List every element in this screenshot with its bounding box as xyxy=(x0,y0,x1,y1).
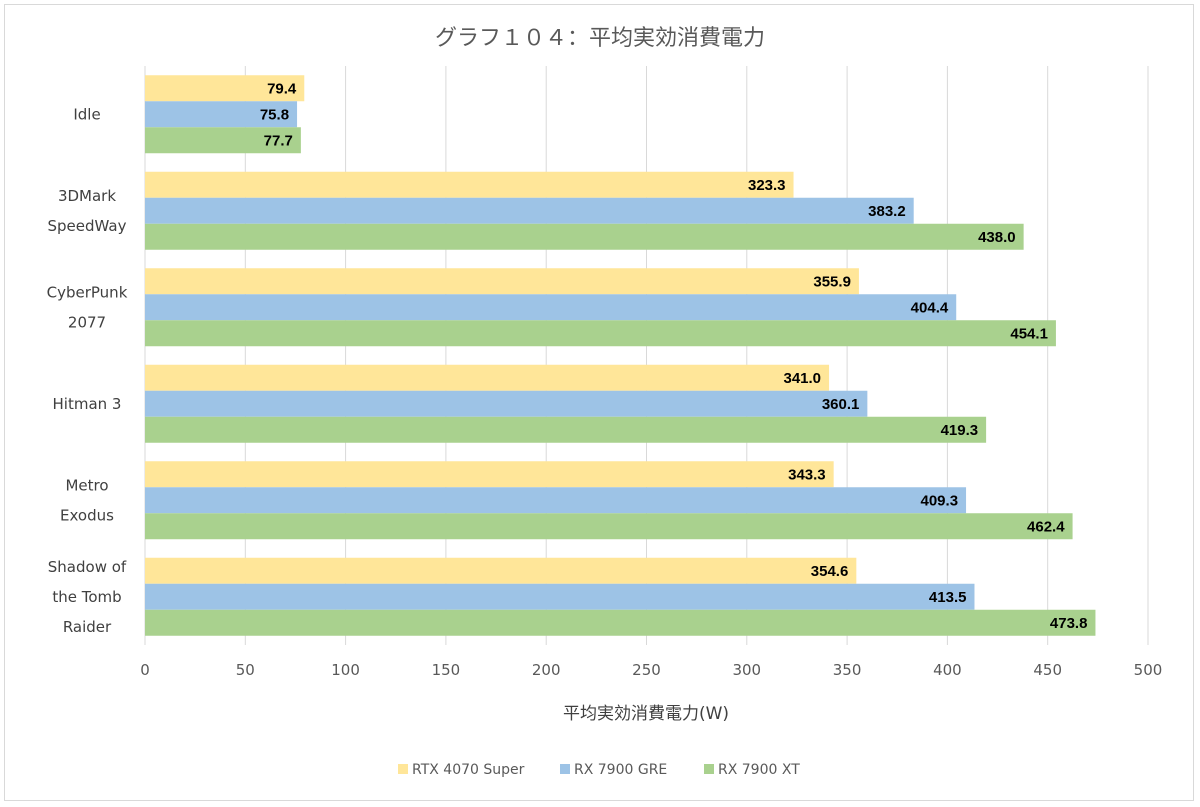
category-label: Idle xyxy=(73,105,100,123)
data-label: 454.1 xyxy=(1010,325,1048,342)
data-label: 462.4 xyxy=(1027,518,1065,535)
data-label: 354.6 xyxy=(811,563,849,580)
data-label: 383.2 xyxy=(868,203,906,220)
category-label: 2077 xyxy=(68,313,106,331)
data-label: 419.3 xyxy=(941,422,979,439)
legend-swatch xyxy=(704,764,714,774)
bar xyxy=(145,197,914,224)
bar xyxy=(145,75,305,102)
category-label: SpeedWay xyxy=(48,217,127,235)
bars xyxy=(145,75,1096,636)
bar xyxy=(145,127,301,154)
x-tick-label: 150 xyxy=(432,661,461,679)
x-tick-label: 450 xyxy=(1033,661,1062,679)
x-tick-label: 400 xyxy=(933,661,962,679)
legend-label: RX 7900 XT xyxy=(718,762,800,778)
x-tick-label: 0 xyxy=(140,661,150,679)
x-tick-label: 200 xyxy=(532,661,561,679)
legend: RTX 4070 Super RX 7900 GRE RX 7900 XT xyxy=(398,762,800,778)
legend-swatch xyxy=(560,764,570,774)
category-label: Metro xyxy=(65,476,108,494)
category-label: the Tomb xyxy=(52,588,121,606)
category-label: 3DMark xyxy=(58,187,116,205)
category-label: Shadow of xyxy=(48,558,127,576)
data-label: 409.3 xyxy=(921,492,959,509)
data-label: 79.4 xyxy=(267,80,297,97)
chart-title: グラフ１０４：平均実効消費電力 xyxy=(435,26,765,51)
data-label: 355.9 xyxy=(813,273,851,290)
bar xyxy=(145,223,1024,250)
x-tick-label: 350 xyxy=(833,661,862,679)
category-label: CyberPunk xyxy=(47,283,128,301)
data-label: 343.3 xyxy=(788,466,826,483)
bar xyxy=(145,390,868,417)
data-label: 75.8 xyxy=(260,106,289,123)
data-label: 413.5 xyxy=(929,589,967,606)
bar xyxy=(145,583,975,610)
data-label: 404.4 xyxy=(911,299,949,316)
data-label: 438.0 xyxy=(978,229,1016,246)
gridlines xyxy=(144,66,1149,645)
legend-label: RX 7900 GRE xyxy=(574,762,667,778)
bar xyxy=(145,487,967,514)
bar xyxy=(145,101,298,128)
bar xyxy=(145,609,1096,636)
bar xyxy=(145,268,859,295)
x-tick-label: 250 xyxy=(632,661,661,679)
category-label: Exodus xyxy=(60,506,114,524)
x-axis-label: 平均実効消費電力(W) xyxy=(563,704,729,724)
bar xyxy=(145,294,957,321)
bar xyxy=(145,557,857,584)
bar xyxy=(145,513,1073,540)
bar xyxy=(145,364,830,391)
data-label: 323.3 xyxy=(748,177,786,194)
legend-label: RTX 4070 Super xyxy=(412,762,525,778)
bar xyxy=(145,416,987,443)
data-label: 341.0 xyxy=(783,370,821,387)
x-tick-labels: 0 50 100 150 200 250 300 350 400 450 500 xyxy=(140,661,1162,679)
x-tick-label: 300 xyxy=(732,661,761,679)
legend-swatch xyxy=(398,764,408,774)
category-label: Hitman 3 xyxy=(53,395,122,413)
bar xyxy=(145,461,834,488)
data-label: 360.1 xyxy=(822,396,860,413)
data-labels: 79.4 323.3 355.9 341.0 343.3 354.6 75.8 383.2 40… xyxy=(260,80,1088,632)
x-tick-label: 100 xyxy=(331,661,360,679)
data-label: 473.8 xyxy=(1050,615,1088,632)
category-label: Raider xyxy=(63,618,112,636)
x-tick-label: 50 xyxy=(236,661,255,679)
bar xyxy=(145,171,794,198)
bar xyxy=(145,320,1056,347)
data-label: 77.7 xyxy=(264,132,293,149)
x-tick-label: 500 xyxy=(1134,661,1163,679)
category-labels: Idle 3DMark SpeedWay CyberPunk 2077 Hitman 3 M… xyxy=(47,105,128,636)
